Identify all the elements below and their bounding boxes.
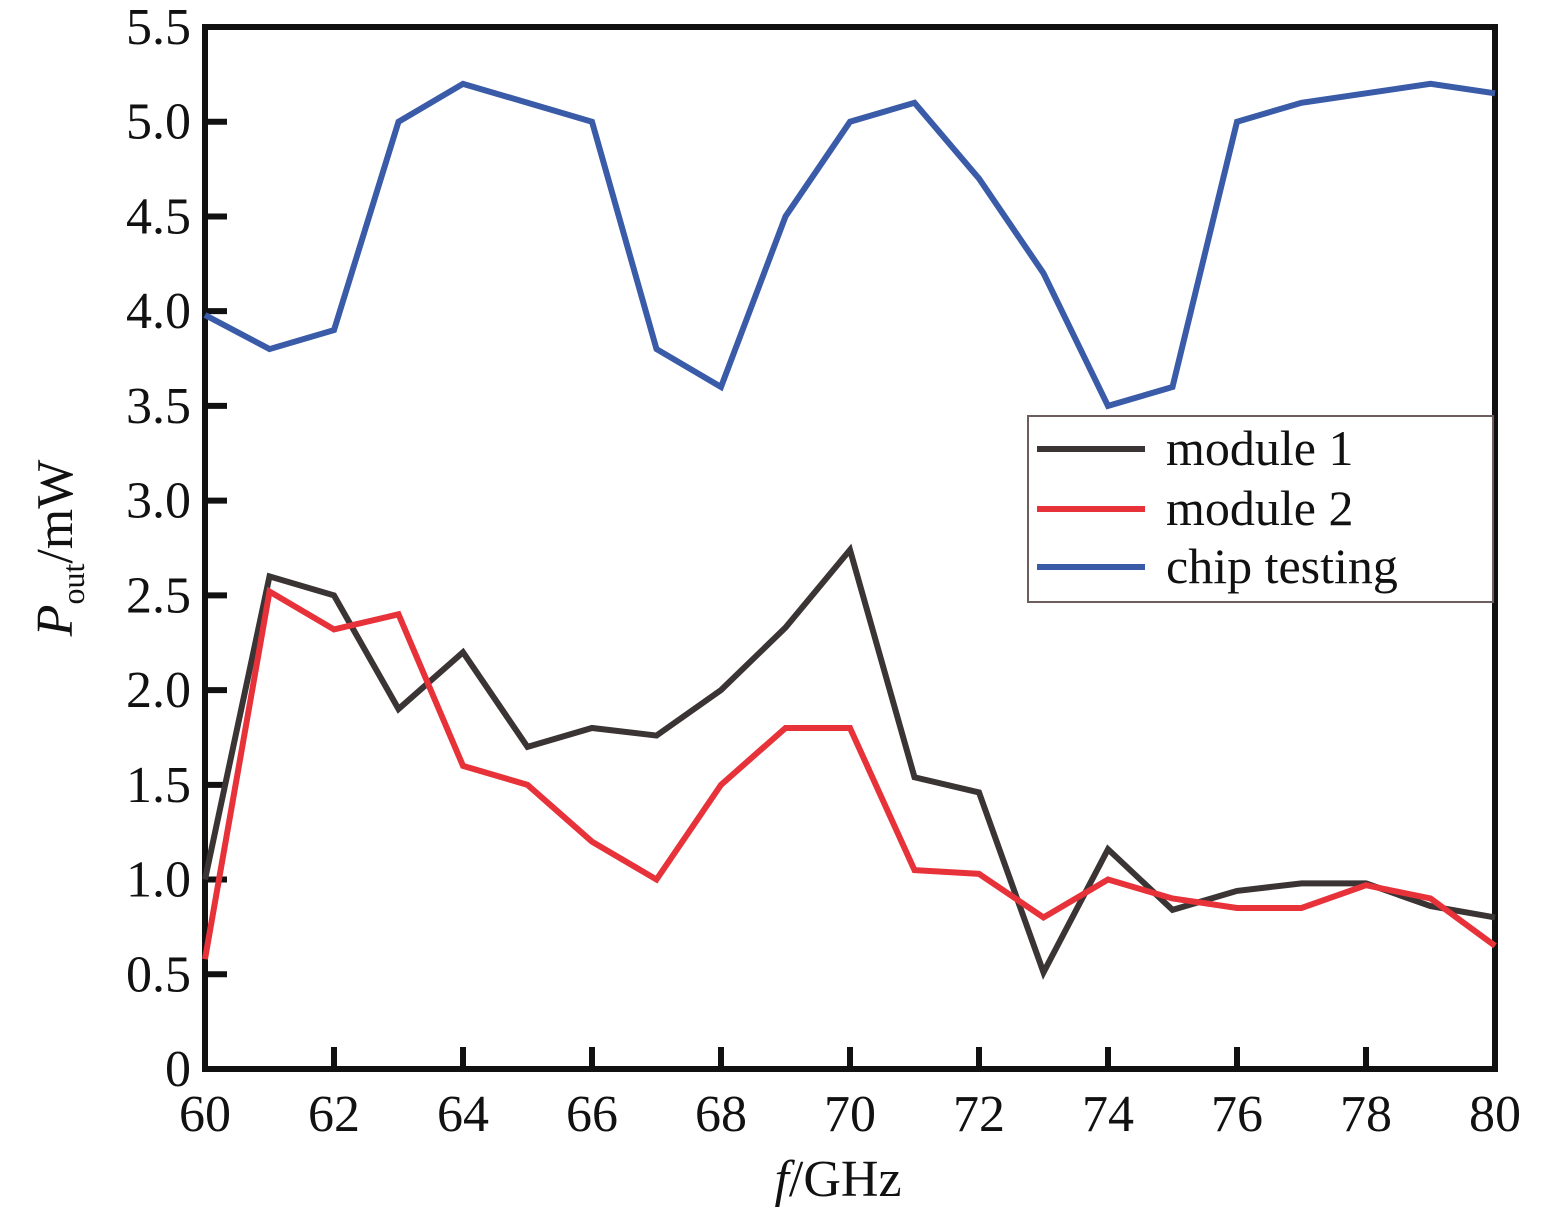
y-axis: 0 0.5 1.0 1.5 2.0 2.5 3.0 3.5 4.0 4.5 5.0 5.5: [126, 0, 227, 1098]
x-tick-label: 78: [1340, 1086, 1392, 1143]
legend: module 1 module 2 chip testing: [1027, 415, 1494, 603]
y-tick-label: 5.0: [126, 94, 191, 151]
x-tick-label: 64: [437, 1086, 489, 1143]
y-tick-label: 0.5: [126, 946, 191, 1003]
y-axis-label: Pout/mW: [27, 460, 91, 638]
x-axis-label: f/GHz: [774, 1151, 901, 1208]
legend-label-module-2: module 2: [1166, 480, 1353, 536]
y-tick-label: 2.5: [126, 567, 191, 624]
x-tick-label: 62: [308, 1086, 360, 1143]
legend-label-chip-testing: chip testing: [1166, 538, 1398, 594]
series-line-module-1: [202, 543, 1496, 980]
series-line-module-2: [202, 586, 1497, 960]
x-axis: 60 62 64 66 68 70 72 74 76 78 80: [179, 1047, 1521, 1143]
x-tick-label: 66: [566, 1086, 618, 1143]
y-tick-label: 3.0: [126, 473, 191, 530]
series-lines: [202, 80, 1497, 980]
x-tick-label: 68: [695, 1086, 747, 1143]
x-tick-label: 80: [1469, 1086, 1521, 1143]
y-tick-label: 4.0: [126, 283, 191, 340]
x-tick-label: 72: [953, 1086, 1005, 1143]
series-line-chip-testing: [203, 80, 1496, 410]
x-tick-label: 76: [1211, 1086, 1263, 1143]
y-tick-label: 1.0: [126, 852, 191, 909]
x-tick-label: 60: [179, 1086, 231, 1143]
y-tick-label: 2.0: [126, 662, 191, 719]
legend-label-module-1: module 1: [1166, 420, 1353, 476]
y-tick-label: 0: [165, 1041, 191, 1098]
y-tick-label: 1.5: [126, 757, 191, 814]
y-tick-label: 3.5: [126, 378, 191, 435]
y-tick-label: 5.5: [126, 0, 191, 56]
x-tick-label: 70: [824, 1086, 876, 1143]
x-tick-label: 74: [1082, 1086, 1134, 1143]
y-tick-label: 4.5: [126, 188, 191, 245]
